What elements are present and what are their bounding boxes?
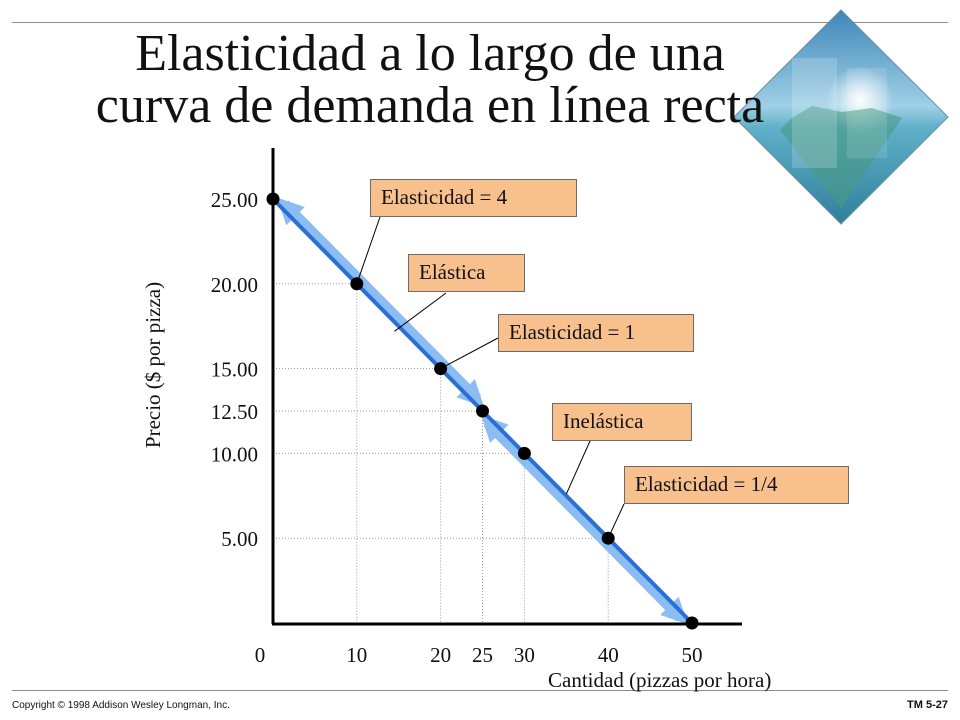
data-point-1 bbox=[350, 277, 364, 291]
band-elastic-arrow-start bbox=[277, 197, 305, 226]
title-line-2: curva de demanda en línea recta bbox=[95, 77, 765, 134]
leader-line-1 bbox=[394, 292, 447, 332]
y-tick-label-15.00: 15.00 bbox=[211, 358, 258, 382]
decorative-beach-logo bbox=[733, 9, 949, 225]
data-points bbox=[266, 192, 699, 630]
annotation-elasticity-4: Elasticidad = 4 bbox=[370, 179, 577, 217]
annotation-elasticity-1: Elasticidad = 1 bbox=[498, 314, 694, 352]
x-axis-label: Cantidad (pizzas por hora) bbox=[548, 668, 771, 692]
y-tick-labels: 5.00 10.00 12.50 15.00 20.00 25.00 bbox=[211, 188, 258, 551]
annotation-inelastic: Inelástica bbox=[552, 403, 692, 441]
x-tick-label-10: 10 bbox=[346, 643, 367, 667]
footer-slide-code: TM 5-27 bbox=[907, 699, 948, 711]
y-tick-label-10.00: 10.00 bbox=[211, 442, 258, 466]
data-point-5 bbox=[601, 531, 615, 545]
top-rule bbox=[12, 22, 948, 23]
x-tick-label-25: 25 bbox=[472, 643, 493, 667]
data-point-4 bbox=[517, 446, 531, 460]
x-tick-label-20: 20 bbox=[430, 643, 451, 667]
band-inelastic-arrow-start bbox=[481, 415, 509, 443]
guide-lines bbox=[273, 283, 609, 623]
leader-line-0 bbox=[356, 216, 381, 284]
annotation-leaders bbox=[356, 216, 625, 539]
y-tick-label-5.00: 5.00 bbox=[221, 527, 258, 551]
x-tick-label-40: 40 bbox=[598, 643, 619, 667]
x-tick-label-50: 50 bbox=[682, 643, 703, 667]
band-elastic-arrow-end bbox=[456, 379, 484, 407]
footer-copyright: Copyright © 1998 Addison Wesley Longman,… bbox=[12, 700, 230, 711]
axes bbox=[271, 148, 742, 626]
annotation-elastic: Elástica bbox=[408, 254, 525, 292]
leader-line-2 bbox=[440, 337, 499, 370]
x-tick-label-0: 0 bbox=[255, 643, 266, 667]
y-axis-label: Precio ($ por pizza) bbox=[141, 282, 165, 448]
x-tick-labels: 0 10 20 25 30 40 50 bbox=[255, 643, 703, 667]
title-line-1: Elasticidad a lo largo de una bbox=[135, 25, 725, 82]
slide-title: Elasticidad a lo largo de una curva de d… bbox=[60, 28, 800, 132]
leader-line-3 bbox=[565, 440, 591, 495]
data-point-6 bbox=[685, 616, 699, 630]
y-tick-label-25.00: 25.00 bbox=[211, 188, 258, 212]
data-point-3 bbox=[476, 404, 489, 418]
bottom-rule bbox=[12, 690, 948, 691]
data-point-2 bbox=[434, 362, 448, 376]
band-inelastic-arrow-end bbox=[660, 596, 688, 625]
y-tick-label-20.00: 20.00 bbox=[211, 273, 258, 297]
band-inelastic-shaft bbox=[483, 418, 685, 622]
data-point-0 bbox=[266, 192, 280, 206]
y-tick-label-12.50: 12.50 bbox=[211, 400, 258, 424]
annotation-elasticity-quarter: Elasticidad = 1/4 bbox=[624, 466, 849, 504]
x-tick-label-30: 30 bbox=[514, 643, 535, 667]
band-elastic-shaft bbox=[280, 200, 482, 404]
